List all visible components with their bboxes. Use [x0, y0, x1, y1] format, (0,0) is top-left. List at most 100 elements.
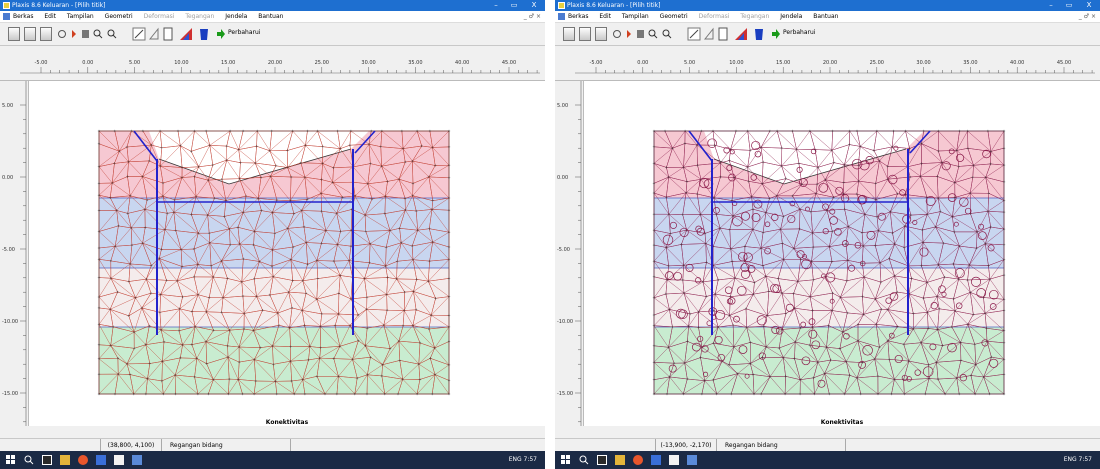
mdi-controls[interactable]: _ ♂ × [523, 13, 541, 20]
system-tray-clock[interactable]: ENG 7:57 [1063, 456, 1092, 463]
close-icon[interactable]: X [531, 1, 537, 9]
menu-jendela[interactable]: Jendela [225, 13, 248, 20]
stress-point [808, 329, 818, 339]
menu-tegangan[interactable]: Tegangan [740, 13, 770, 20]
stress-point [829, 298, 835, 304]
stress-point [697, 335, 704, 342]
browser-icon[interactable] [78, 455, 88, 465]
menu-bantuan[interactable]: Bantuan [258, 13, 284, 20]
arrow-right-icon[interactable] [216, 27, 226, 41]
menu-deformasi[interactable]: Deformasi [143, 13, 175, 20]
ruler-y-label: -5.00 [2, 247, 15, 253]
file-explorer-icon[interactable] [615, 455, 625, 465]
stress-point [976, 288, 987, 298]
menu-berkas[interactable]: Berkas [13, 13, 34, 20]
save-icon[interactable] [579, 27, 591, 41]
stress-point [822, 228, 829, 235]
stress-point [843, 332, 850, 340]
mesh-canvas[interactable]: Konektivitas [29, 81, 545, 426]
task-view-icon[interactable] [597, 455, 607, 465]
app-taskbar-icon[interactable] [651, 455, 661, 465]
stress-point [959, 374, 968, 382]
system-tray-clock[interactable]: ENG 7:57 [508, 456, 537, 463]
browser-icon[interactable] [633, 455, 643, 465]
view-tools[interactable] [58, 27, 128, 41]
stress-point [707, 138, 717, 148]
stress-point [699, 177, 710, 189]
stress-point [912, 219, 918, 225]
app-taskbar-icon-2[interactable] [669, 455, 679, 465]
start-icon[interactable] [6, 455, 16, 465]
menu-edit[interactable]: Edit [44, 13, 56, 20]
arrow-right-icon[interactable] [771, 27, 781, 41]
stress-point [889, 292, 899, 301]
open-icon[interactable] [8, 27, 20, 41]
stress-point [662, 234, 674, 246]
stress-point [857, 195, 867, 205]
ruler-x-label: 25.00 [870, 60, 884, 66]
stress-point [713, 207, 720, 214]
stress-point [799, 178, 808, 187]
menu-edit[interactable]: Edit [599, 13, 611, 20]
stress-point [744, 373, 750, 379]
stress-point [747, 265, 756, 273]
menu-tampilan[interactable]: Tampilan [66, 13, 94, 20]
open-icon[interactable] [563, 27, 575, 41]
stress-point [679, 227, 689, 237]
close-icon[interactable]: X [1086, 1, 1092, 9]
search-icon[interactable] [579, 455, 589, 465]
search-icon[interactable] [24, 455, 34, 465]
print-icon[interactable] [595, 27, 607, 41]
maximize-icon[interactable]: ▭ [1065, 1, 1073, 9]
menu-berkas[interactable]: Berkas [568, 13, 589, 20]
app-taskbar-icon-2[interactable] [114, 455, 124, 465]
task-view-icon[interactable] [42, 455, 52, 465]
status-bar: (38,800, 4,100) Regangan bidang [0, 438, 545, 452]
maximize-icon[interactable]: ▭ [510, 1, 518, 9]
stress-point [811, 340, 821, 350]
stress-point [982, 149, 991, 159]
ruler-y-label: -10.00 [2, 319, 18, 325]
app-taskbar-icon[interactable] [96, 455, 106, 465]
minimize-icon[interactable]: – [1049, 1, 1053, 9]
stress-point [808, 318, 816, 325]
save-icon[interactable] [24, 27, 36, 41]
update-button-label[interactable]: Perbaharui [783, 29, 816, 36]
stress-point [941, 291, 947, 297]
file-explorer-icon[interactable] [60, 455, 70, 465]
start-icon[interactable] [561, 455, 571, 465]
menu-geometri[interactable]: Geometri [104, 13, 133, 20]
update-button-label[interactable]: Perbaharui [228, 29, 261, 36]
stress-point [829, 216, 838, 225]
stress-point [877, 212, 886, 221]
minimize-icon[interactable]: – [494, 1, 498, 9]
ruler-x-label: 0.00 [637, 60, 648, 66]
status-bar: (-13,900, -2,170) Regangan bidang [555, 438, 1100, 452]
print-icon[interactable] [40, 27, 52, 41]
stress-point [732, 215, 743, 227]
stress-point [789, 200, 796, 207]
view-tools[interactable] [613, 27, 683, 41]
stress-point [668, 364, 677, 373]
stress-point [738, 345, 748, 354]
menu-bantuan[interactable]: Bantuan [813, 13, 839, 20]
geometry-tools[interactable] [687, 27, 767, 41]
app-icon [3, 2, 10, 9]
mdi-controls[interactable]: _ ♂ × [1078, 13, 1096, 20]
menu-tampilan[interactable]: Tampilan [621, 13, 649, 20]
screenshot-left: Plaxis 8.6 Keluaran - [Pilih titik] – ▭ … [0, 0, 545, 469]
plaxis-taskbar-icon[interactable] [687, 455, 697, 465]
stress-point [675, 308, 686, 319]
stress-point [771, 325, 780, 334]
menu-deformasi[interactable]: Deformasi [698, 13, 730, 20]
stress-point [669, 221, 677, 229]
geometry-tools[interactable] [132, 27, 212, 41]
plaxis-taskbar-icon[interactable] [132, 455, 142, 465]
canvas-caption: Konektivitas [266, 419, 309, 426]
menu-geometri[interactable]: Geometri [659, 13, 688, 20]
menu-jendela[interactable]: Jendela [780, 13, 803, 20]
ruler-horizontal: -5.00 0.00 5.00 10.00 15.00 20.00 25.00 30.00 35… [0, 46, 545, 81]
mesh-canvas[interactable]: Konektivitas [584, 81, 1100, 426]
menu-tegangan[interactable]: Tegangan [185, 13, 215, 20]
stress-point [888, 332, 895, 339]
